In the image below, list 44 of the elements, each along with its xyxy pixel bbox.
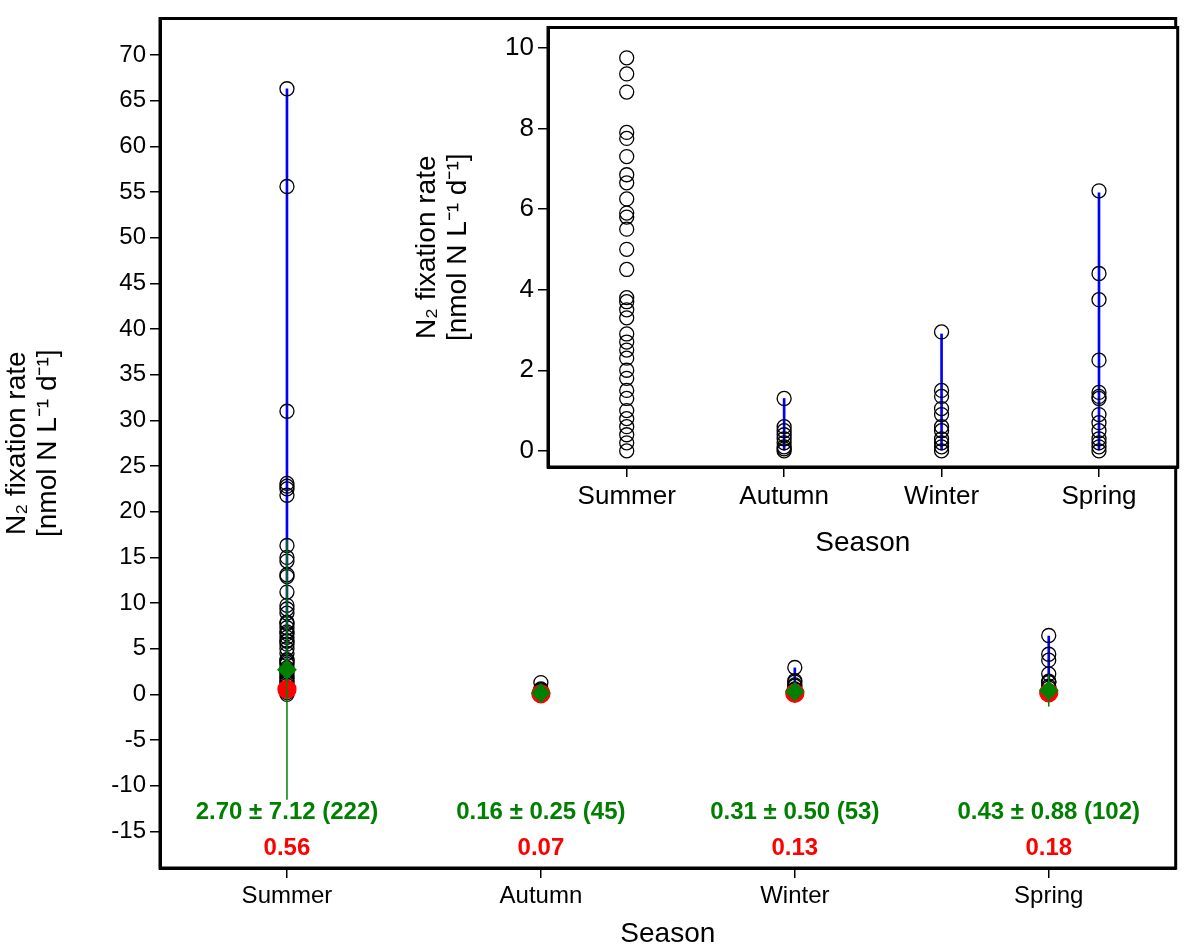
y-tick-label: 10 [119, 587, 146, 615]
y-axis-title: N₂ fixation rate [nmol N L⁻¹ d⁻¹] [410, 153, 472, 342]
x-axis-title: Season [815, 525, 911, 557]
y-tick-label: -5 [124, 724, 146, 752]
y-tick-label: 10 [505, 30, 534, 61]
y-tick-label: 70 [119, 39, 146, 67]
x-tick-label: Spring [1014, 881, 1084, 909]
y-tick-label: 35 [119, 359, 146, 387]
y-axis-title: N₂ fixation rate [nmol N L⁻¹ d⁻¹] [0, 349, 62, 537]
x-tick-label: Winter [760, 881, 830, 909]
y-tick-label: 4 [519, 272, 534, 303]
y-tick-label: 25 [119, 450, 146, 478]
y-tick-label: 60 [119, 130, 146, 158]
x-axis-title: Season [620, 916, 716, 948]
y-tick-label: 6 [519, 192, 534, 223]
y-tick-label: 50 [119, 222, 146, 250]
annotation: 0.56 [263, 832, 311, 860]
x-tick-label: Autumn [739, 479, 829, 510]
x-tick-label: Autumn [499, 881, 583, 909]
x-tick-label: Spring [1061, 479, 1137, 510]
y-tick-label: 45 [119, 267, 146, 295]
annotation: 0.18 [1025, 832, 1073, 860]
y-tick-label: 15 [119, 542, 146, 570]
y-tick-label: 0 [132, 679, 146, 707]
y-tick-label: 20 [119, 496, 146, 524]
y-tick-label: 5 [132, 633, 146, 661]
y-tick-label: 0 [519, 434, 534, 465]
x-tick-label: Winter [904, 479, 980, 510]
y-tick-label: -15 [111, 816, 146, 844]
annotation: 0.16 ± 0.25 (45) [456, 796, 626, 824]
y-tick-label: 8 [519, 111, 534, 142]
annotation: 0.43 ± 0.88 (102) [957, 796, 1141, 824]
x-tick-label: Summer [241, 881, 333, 909]
y-tick-label: 2 [519, 353, 534, 384]
annotation: 2.70 ± 7.12 (222) [195, 796, 379, 824]
y-tick-label: 55 [119, 176, 146, 204]
annotation: 0.13 [771, 832, 819, 860]
y-tick-label: 30 [119, 404, 146, 432]
y-tick-label: 40 [119, 313, 146, 341]
annotation: 0.31 ± 0.50 (53) [710, 796, 880, 824]
annotation: 0.07 [517, 832, 565, 860]
x-tick-label: Summer [577, 479, 677, 510]
y-tick-label: -10 [111, 770, 146, 798]
y-tick-label: 65 [119, 85, 146, 113]
